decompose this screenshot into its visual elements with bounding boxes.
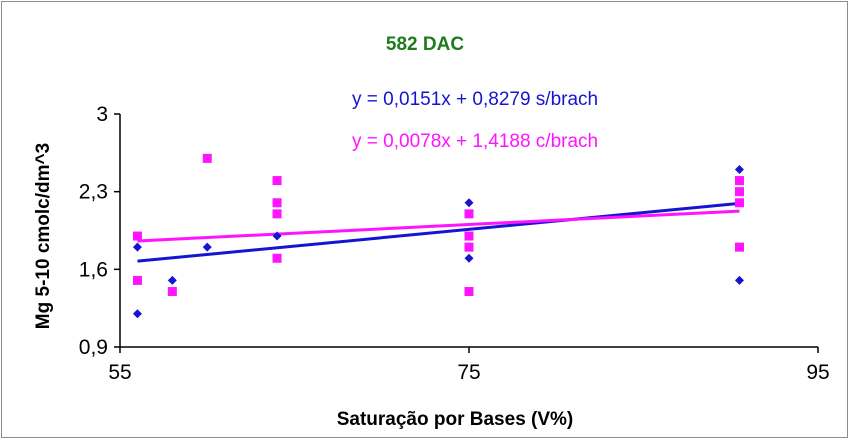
data-point-c-brach xyxy=(734,242,744,252)
x-tick-label: 55 xyxy=(108,361,131,384)
trendline-equation-c-brach: y = 0,0078x + 1,4188 c/brach xyxy=(352,131,598,152)
data-point-s-brach xyxy=(734,164,744,174)
data-point-c-brach xyxy=(464,287,474,297)
data-point-s-brach xyxy=(734,275,744,285)
data-point-c-brach xyxy=(464,209,474,219)
chart-title: 582 DAC xyxy=(386,34,464,55)
y-axis-title: Mg 5-10 cmolc/dm^3 xyxy=(33,143,54,329)
data-point-s-brach xyxy=(272,231,282,241)
trendlines xyxy=(137,201,740,263)
data-point-c-brach xyxy=(167,287,177,297)
trendline-equation-s-brach: y = 0,0151x + 0,8279 s/brach xyxy=(352,89,598,110)
data-point-c-brach xyxy=(464,231,474,241)
data-point-s-brach xyxy=(167,275,177,285)
x-axis-title: Saturação por Bases (V%) xyxy=(337,409,574,430)
data-point-c-brach xyxy=(272,209,282,219)
data-point-c-brach xyxy=(734,176,744,186)
trendline-s-brach xyxy=(137,201,740,263)
data-point-c-brach xyxy=(464,242,474,252)
data-point-c-brach xyxy=(202,153,212,163)
axes: 0,9 1,6 2,3 3 55 75 95 xyxy=(79,103,830,384)
data-point-c-brach xyxy=(734,198,744,208)
trendline-c-brach xyxy=(137,209,740,243)
data-point-c-brach xyxy=(272,253,282,263)
data-point-s-brach xyxy=(202,242,212,252)
data-point-c-brach xyxy=(132,275,142,285)
x-tick-label: 95 xyxy=(806,361,829,384)
data-point-c-brach xyxy=(132,231,142,241)
data-point-c-brach xyxy=(734,187,744,197)
data-point-s-brach xyxy=(464,198,474,208)
chart-text: 582 DAC y = 0,0151x + 0,8279 s/brach y =… xyxy=(33,34,598,430)
data-point-c-brach xyxy=(272,176,282,186)
data-point-s-brach xyxy=(464,253,474,263)
y-tick-label: 3 xyxy=(96,103,108,126)
data-point-c-brach xyxy=(272,198,282,208)
data-points xyxy=(132,153,744,319)
data-point-s-brach xyxy=(132,309,142,319)
data-point-s-brach xyxy=(132,242,142,252)
y-tick-label: 0,9 xyxy=(79,336,108,359)
x-tick-label: 75 xyxy=(457,361,480,384)
y-tick-label: 2,3 xyxy=(79,181,108,204)
y-tick-label: 1,6 xyxy=(79,258,108,281)
